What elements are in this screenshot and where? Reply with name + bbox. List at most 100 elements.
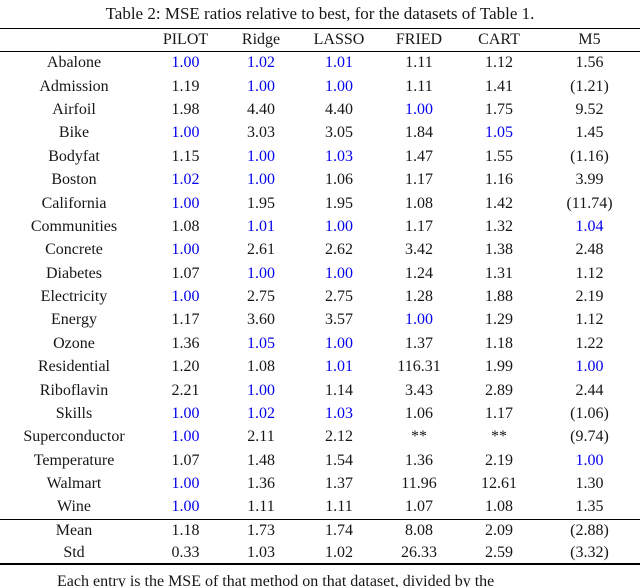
table-row: Energy 1.17 3.60 3.57 1.00 1.29 1.12 [0,309,640,332]
value-cell: 1.32 [485,217,513,235]
value-cell: 1.00 [575,451,604,469]
value-cell: 1.24 [405,264,433,282]
value-cell: 1.45 [575,124,604,142]
value-cell: 1.04 [575,217,604,235]
value-cell: 2.12 [325,428,353,446]
value-cell: 1.17 [405,171,433,189]
value-cell: 4.40 [325,100,353,118]
value-cell: 1.36 [405,451,433,469]
dataset-label: Mean [0,518,148,542]
table-row: California 1.00 1.95 1.95 1.08 1.42 (11.74) [0,192,640,215]
table-row: Skills 1.00 1.02 1.03 1.06 1.17 (1.06) [0,402,640,425]
table-footnote: Each entry is the MSE of that method on … [57,573,495,587]
table-row: Electricity 1.00 2.75 2.75 1.28 1.88 2.19 [0,285,640,308]
value-cell: 1.07 [171,264,200,282]
dataset-label: Admission [39,77,109,95]
value-cell: 1.00 [171,124,200,142]
value-cell: 1.98 [171,100,200,118]
table-row: Diabetes 1.07 1.00 1.00 1.24 1.31 1.12 [0,262,640,285]
value-cell: 1.19 [171,77,200,95]
value-cell: 1.00 [405,311,433,329]
value-cell: 1.00 [247,381,275,399]
value-cell: ** [411,428,427,446]
table-header: PILOT Ridge LASSO FRIED CART M5 [0,28,640,52]
dataset-label: Ozone [53,334,95,352]
value-cell: 3.99 [575,171,604,189]
value-cell: 1.12 [485,54,513,72]
value-cell: 1.02 [171,171,200,189]
value-cell: 1.48 [247,451,275,469]
value-cell: 12.61 [481,475,517,493]
dataset-label: Diabetes [46,264,102,282]
value-cell: 0.33 [171,543,200,561]
value-cell: 1.37 [325,475,353,493]
value-cell: 2.61 [247,241,275,259]
value-cell: 1.36 [171,334,200,352]
table-summary: Mean 1.18 1.73 1.74 8.08 2.09 (2.88) Std 0.33 1.0… [0,518,640,565]
table-row: Walmart 1.00 1.36 1.37 11.96 12.61 1.30 [0,473,640,496]
value-cell: (9.74) [570,428,609,446]
value-cell: 1.07 [405,498,433,516]
value-cell: ** [491,428,507,446]
value-cell: 1.00 [171,498,200,516]
value-cell: 1.99 [485,358,513,376]
value-cell: 1.02 [247,405,275,423]
table-row: Airfoil 1.98 4.40 4.40 1.00 1.75 9.52 [0,98,640,121]
table-row: Riboflavin 2.21 1.00 1.14 3.43 2.89 2.44 [0,379,640,402]
value-cell: (1.21) [570,77,609,95]
value-cell: 1.00 [171,54,200,72]
value-cell: 1.12 [575,264,604,282]
table-row: Communities 1.08 1.01 1.00 1.17 1.32 1.04 [0,215,640,238]
table-row: Admission 1.19 1.00 1.00 1.11 1.41 (1.21) [0,75,640,98]
value-cell: 4.40 [247,100,275,118]
value-cell: 2.19 [485,451,513,469]
table-header-row: PILOT Ridge LASSO FRIED CART M5 [0,28,640,52]
value-cell: 1.00 [325,217,353,235]
dataset-label: Temperature [33,451,115,469]
value-cell: 1.35 [575,498,604,516]
value-cell: 1.18 [485,334,513,352]
dataset-label: Electricity [40,288,108,306]
table-row: Mean 1.18 1.73 1.74 8.08 2.09 (2.88) [0,518,640,542]
value-cell: 1.11 [405,77,433,95]
value-cell: 1.00 [325,77,353,95]
dataset-label: Concrete [45,241,103,259]
table-row: Abalone 1.00 1.02 1.01 1.11 1.12 1.56 [0,52,640,75]
value-cell: 3.43 [405,381,433,399]
value-cell: 1.00 [171,475,200,493]
value-cell: 2.75 [247,288,275,306]
value-cell: 1.42 [485,194,513,212]
table-row: Wine 1.00 1.11 1.11 1.07 1.08 1.35 [0,496,640,519]
dataset-label: Wine [56,498,91,516]
value-cell: 1.01 [325,358,353,376]
value-cell: 1.74 [299,518,379,542]
value-cell: 1.14 [325,381,353,399]
column-header: PILOT [148,28,223,52]
value-cell: 116.31 [397,358,441,376]
value-cell: 1.08 [171,217,200,235]
table-row: Temperature 1.07 1.48 1.54 1.36 2.19 1.00 [0,449,640,472]
value-cell: (11.74) [566,194,613,212]
value-cell: 1.03 [325,147,353,165]
table-row: Bike 1.00 3.03 3.05 1.84 1.05 1.45 [0,122,640,145]
value-cell: 2.11 [247,428,275,446]
table-caption: Table 2: MSE ratios relative to best, fo… [105,4,535,23]
value-cell: 1.29 [485,311,513,329]
value-cell: 1.01 [325,54,353,72]
value-cell: 1.20 [171,358,200,376]
table-row: Std 0.33 1.03 1.02 26.33 2.59 (3.32) [0,542,640,565]
dataset-label: Walmart [46,475,102,493]
column-header: Ridge [223,28,299,52]
value-cell: 1.11 [325,498,353,516]
value-cell: 3.60 [247,311,275,329]
value-cell: (2.88) [539,518,640,542]
value-cell: 1.00 [171,405,200,423]
value-cell: 3.57 [325,311,353,329]
value-cell: 26.33 [401,543,437,561]
value-cell: 2.75 [325,288,353,306]
value-cell: 1.73 [223,518,299,542]
value-cell: 1.84 [405,124,433,142]
value-cell: 2.48 [575,241,604,259]
dataset-label: Communities [30,217,118,235]
